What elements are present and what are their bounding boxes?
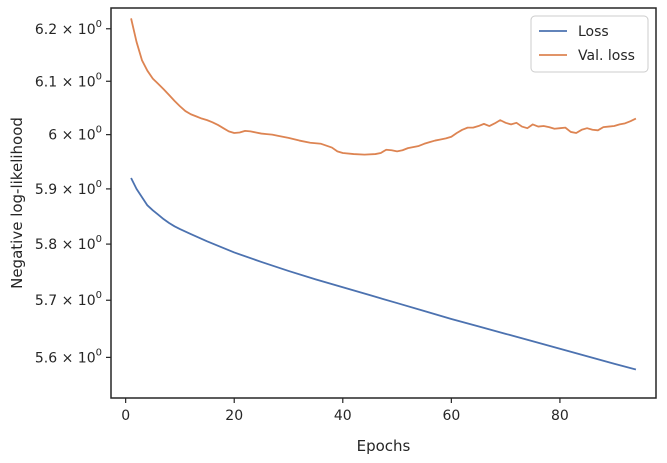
y-tick-base: 5.7 xyxy=(35,293,57,309)
y-tick-label: 6 × 100 xyxy=(48,125,102,144)
legend-label: Val. loss xyxy=(578,48,635,64)
y-tick-exponent: 0 xyxy=(96,234,102,245)
x-axis-label: Epochs xyxy=(357,437,411,455)
y-tick-exponent: 0 xyxy=(96,71,102,82)
y-tick-label: 5.8 × 100 xyxy=(35,234,102,253)
legend: Loss Val. loss xyxy=(530,15,649,73)
y-tick-mantissa: 10 xyxy=(78,293,96,309)
y-tick-mantissa: 10 xyxy=(78,22,96,38)
x-axis: 0 20 40 60 80 xyxy=(121,398,569,424)
y-tick-base: 6 xyxy=(48,128,57,144)
y-tick-exponent: 0 xyxy=(96,19,102,30)
x-tick-label: 20 xyxy=(225,408,243,424)
y-tick-times: × xyxy=(57,128,78,144)
y-tick-mantissa: 10 xyxy=(78,350,96,366)
y-tick-label: 6.2 × 100 xyxy=(35,19,102,38)
y-tick-base: 6.1 xyxy=(35,74,57,90)
y-tick-times: × xyxy=(57,22,78,38)
y-tick-label: 5.9 × 100 xyxy=(35,179,102,198)
y-tick-base: 5.9 xyxy=(35,182,57,198)
x-tick-label: 0 xyxy=(121,408,130,424)
series-line-1 xyxy=(130,177,637,371)
series-line-2 xyxy=(130,18,637,156)
y-tick-mantissa: 10 xyxy=(78,237,96,253)
y-tick-times: × xyxy=(57,237,78,253)
y-tick-base: 6.2 xyxy=(35,22,57,38)
y-tick-exponent: 0 xyxy=(96,179,102,190)
x-tick-label: 80 xyxy=(551,408,569,424)
y-tick-label: 5.7 × 100 xyxy=(35,290,102,309)
x-tick-label: 60 xyxy=(442,408,460,424)
y-tick-times: × xyxy=(57,350,78,366)
y-tick-times: × xyxy=(57,74,78,90)
y-tick-mantissa: 10 xyxy=(78,74,96,90)
y-tick-base: 5.8 xyxy=(35,237,57,253)
y-tick-times: × xyxy=(57,182,78,198)
x-tick-label: 40 xyxy=(334,408,352,424)
y-tick-mantissa: 10 xyxy=(78,182,96,198)
legend-label: Loss xyxy=(578,24,609,40)
legend-box xyxy=(530,15,649,73)
y-tick-mantissa: 10 xyxy=(78,128,96,144)
y-tick-exponent: 0 xyxy=(96,125,102,136)
y-tick-label: 6.1 × 100 xyxy=(35,71,102,90)
y-tick-times: × xyxy=(57,293,78,309)
y-tick-exponent: 0 xyxy=(96,290,102,301)
y-tick-base: 5.6 xyxy=(35,350,57,366)
y-tick-exponent: 0 xyxy=(96,347,102,358)
y-axis-label: Negative log-likelihood xyxy=(8,117,26,289)
plot-layer xyxy=(130,18,637,371)
plot-frame xyxy=(110,7,657,399)
y-tick-label: 5.6 × 100 xyxy=(35,347,102,366)
